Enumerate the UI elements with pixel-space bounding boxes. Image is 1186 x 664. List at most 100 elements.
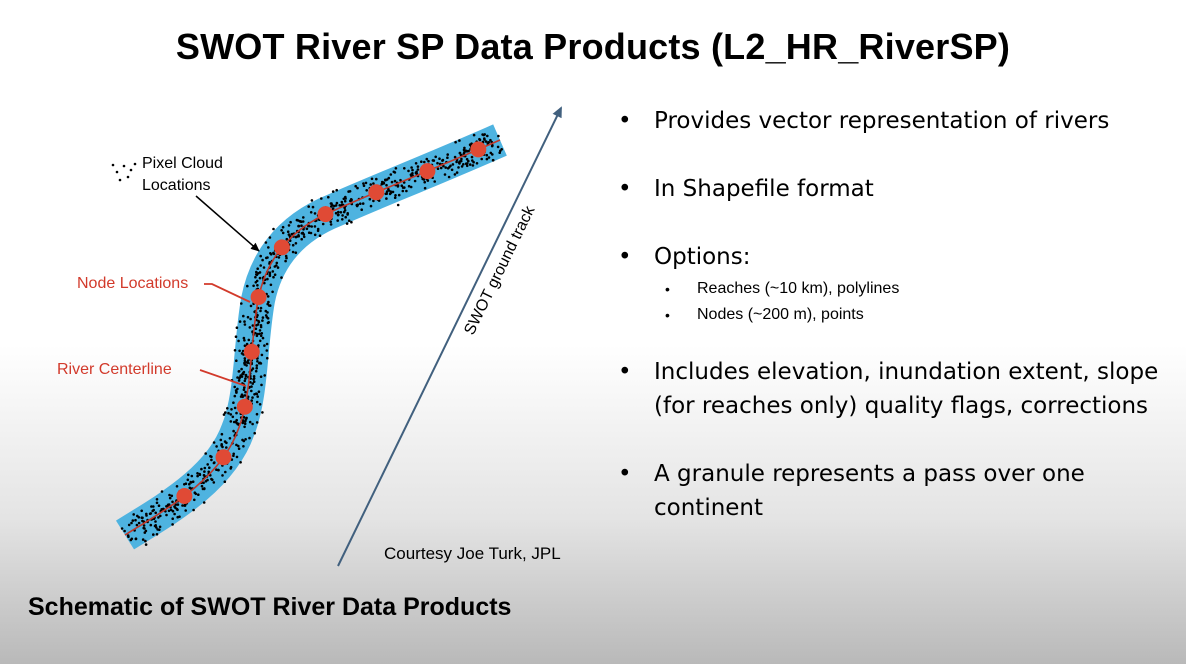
pixel-cloud-point — [261, 316, 265, 319]
pixel-cloud-point — [256, 284, 259, 287]
pixel-cloud-point — [233, 406, 237, 410]
sub-bullet-item: Nodes (~200 m), points — [654, 302, 1178, 328]
pixel-cloud-point — [237, 444, 240, 448]
pixel-cloud-point — [491, 158, 495, 162]
pixel-cloud-point — [255, 400, 259, 404]
pixel-cloud-point — [478, 137, 481, 141]
bullet-text: Includes elevation, inundation extent, s… — [654, 359, 1159, 419]
pixel-cloud-point — [242, 388, 246, 392]
pixel-cloud-point — [301, 231, 305, 235]
pixel-cloud-point — [230, 408, 233, 411]
pixel-cloud-point — [389, 190, 393, 193]
pixel-cloud-point — [286, 230, 290, 233]
pixel-cloud-point — [369, 183, 373, 186]
pixel-cloud-point — [260, 332, 264, 335]
pixel-cloud-point — [341, 218, 344, 221]
pixel-cloud-point — [243, 422, 247, 426]
pixel-cloud-point — [297, 235, 301, 238]
pixel-cloud-point — [485, 153, 489, 157]
pixel-cloud-point — [266, 295, 270, 298]
pixel-cloud-point — [249, 377, 252, 380]
bullet-item: Provides vector representation of rivers — [618, 104, 1178, 138]
pixel-cloud-point — [154, 520, 157, 523]
pixel-cloud-point — [256, 332, 259, 336]
pixel-cloud-point — [268, 236, 272, 239]
pixel-cloud-point — [231, 415, 235, 419]
pixel-cloud-point — [392, 170, 396, 174]
pixel-cloud-point — [145, 512, 148, 516]
pixel-cloud-point — [130, 537, 134, 541]
pixel-cloud-point — [144, 543, 148, 546]
pixel-cloud-point — [127, 523, 131, 527]
pixel-cloud-point — [316, 229, 320, 233]
pixel-cloud-point — [232, 452, 235, 456]
pixel-cloud-point — [154, 511, 157, 515]
river-node — [250, 289, 267, 305]
pixel-cloud-point — [235, 443, 238, 447]
pixel-cloud-point — [446, 153, 450, 156]
pixel-cloud-point — [300, 237, 304, 241]
pixel-cloud-point — [198, 472, 201, 476]
pixel-cloud-point — [390, 180, 394, 184]
pixel-cloud-point — [243, 361, 246, 365]
pixel-cloud-point — [258, 271, 262, 274]
pixel-cloud-point — [434, 155, 438, 159]
pixel-cloud-point — [349, 198, 353, 201]
pixel-cloud-point — [143, 527, 146, 530]
pixel-cloud-legend-dots — [111, 162, 137, 182]
bullet-item: Options: Reaches (~10 km), polylines Nod… — [618, 240, 1178, 328]
pixel-cloud-point — [457, 166, 460, 169]
pixel-cloud-point — [171, 523, 174, 526]
pixel-cloud-point — [297, 224, 300, 228]
pixel-cloud-point — [142, 524, 146, 527]
pixel-cloud-point — [238, 320, 242, 323]
pixel-cloud-point — [360, 208, 364, 211]
pixel-cloud-point — [465, 157, 469, 161]
pixel-cloud-point — [255, 412, 259, 416]
pixel-cloud-point — [273, 273, 277, 277]
pixel-cloud-point — [457, 161, 461, 164]
pixel-cloud-point — [251, 382, 254, 385]
pixel-cloud-point — [265, 342, 269, 346]
pixel-cloud-point — [206, 463, 209, 466]
pixel-cloud-point — [137, 521, 141, 525]
pixel-cloud-point — [287, 233, 291, 236]
pixel-cloud-point — [241, 372, 244, 376]
pixel-cloud-point — [221, 474, 224, 477]
pixel-cloud-point — [340, 203, 344, 206]
pixel-cloud-point — [220, 432, 224, 436]
pixel-cloud-point — [130, 521, 133, 525]
pixel-cloud-point — [453, 155, 457, 159]
pixel-cloud-point — [443, 173, 447, 176]
pixel-cloud-point — [334, 204, 338, 207]
pixel-cloud-point — [290, 232, 294, 236]
pixel-cloud-point — [127, 535, 130, 538]
pixel-cloud-point — [320, 197, 323, 200]
pixel-cloud-point — [285, 256, 288, 260]
pixel-cloud-point — [387, 176, 391, 180]
pixel-cloud-point — [243, 320, 246, 323]
pixel-cloud-point — [257, 319, 260, 323]
pixel-cloud-point — [471, 159, 474, 162]
pixel-cloud-point — [152, 505, 155, 508]
pixel-cloud-point — [239, 461, 242, 464]
pixel-cloud-point — [152, 533, 155, 536]
pixel-cloud-point — [453, 173, 457, 176]
pixel-cloud-point — [385, 197, 388, 200]
pixel-cloud-point — [237, 370, 241, 373]
pixel-cloud-point — [250, 385, 253, 388]
pixel-cloud-point — [294, 242, 298, 245]
pixel-cloud-point — [168, 493, 171, 497]
pixel-cloud-point — [307, 224, 310, 228]
pixel-cloud-point — [295, 235, 299, 239]
pixel-cloud-point — [157, 504, 161, 508]
pixel-cloud-point — [281, 225, 285, 229]
pixel-cloud-point — [300, 224, 303, 227]
pixel-cloud-point — [309, 231, 313, 235]
pixel-cloud-point — [171, 500, 174, 504]
pixel-cloud-point — [191, 480, 195, 484]
pixel-cloud-point — [327, 195, 330, 199]
pixel-cloud-point — [407, 169, 410, 173]
pixel-cloud-point — [291, 243, 295, 247]
pixel-cloud-point — [149, 523, 153, 527]
